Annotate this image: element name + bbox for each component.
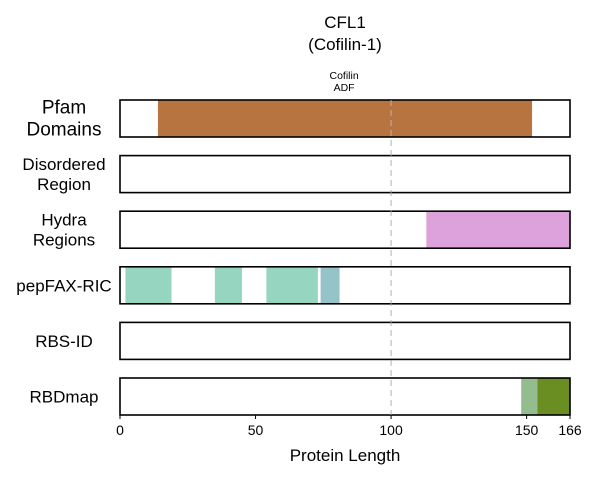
track-label: RBDmap: [30, 388, 99, 407]
track-label: Disordered: [22, 155, 105, 174]
chart-subtitle: (Cofilin-1): [308, 35, 382, 54]
track-frame: [119, 210, 571, 249]
track-segment: [320, 266, 340, 304]
domain-annotation-label: Cofilin: [329, 70, 358, 82]
track-segment: [266, 266, 318, 304]
track-frame: [119, 265, 571, 305]
chart-title: CFL1: [324, 13, 366, 32]
x-axis-title: Protein Length: [290, 446, 401, 465]
track-segment: [426, 211, 570, 249]
track-label: Pfam: [42, 98, 86, 119]
track-label: Region: [37, 175, 91, 194]
track-frame: [119, 99, 571, 138]
x-axis: 0 50 100 150 166: [116, 415, 582, 438]
track-frame: [119, 321, 571, 361]
x-tick-label: 150: [515, 422, 539, 438]
domain-annotation-label: ADF: [334, 82, 355, 94]
track-segment: [214, 266, 242, 304]
track-segment: [157, 100, 533, 137]
track-label: pepFAX-RIC: [16, 276, 111, 295]
track-segment: [521, 378, 538, 415]
x-tick-label: 166: [558, 422, 582, 438]
track-label: Regions: [33, 231, 95, 250]
x-tick-label: 100: [379, 422, 403, 438]
track-frame: [119, 154, 571, 194]
x-tick-label: 50: [248, 422, 264, 438]
track-segment: [537, 378, 570, 415]
track-row: RBDmap: [30, 377, 571, 416]
track-row: pepFAX-RIC: [16, 265, 571, 305]
x-tick-label: 0: [116, 422, 124, 438]
track-segment: [125, 266, 172, 304]
track-label: RBS-ID: [35, 332, 93, 351]
track-frame: [119, 377, 571, 416]
track-label: Hydra: [41, 211, 87, 230]
track-row: RBS-ID: [35, 321, 571, 361]
track-label: Domains: [27, 120, 102, 141]
